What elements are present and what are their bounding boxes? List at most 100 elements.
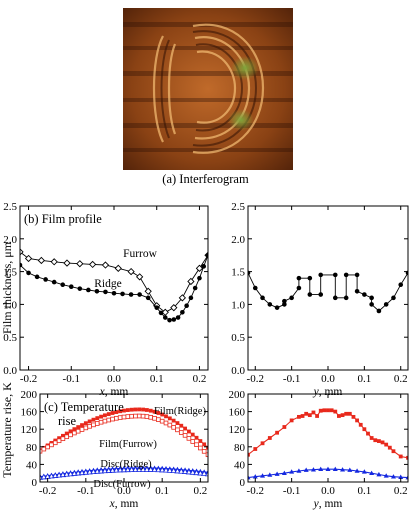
data-point	[20, 262, 23, 268]
data-point	[296, 275, 302, 281]
data-point	[366, 431, 370, 436]
data-point	[178, 430, 184, 435]
data-point	[332, 295, 338, 301]
x-axis-variable: x	[99, 386, 106, 398]
data-point	[296, 468, 302, 473]
data-point	[202, 442, 207, 447]
data-point	[318, 292, 324, 297]
data-point	[67, 470, 74, 477]
data-point	[156, 417, 161, 422]
y-tick-label: 0.0	[231, 365, 245, 377]
data-point	[110, 416, 115, 422]
data-point	[160, 412, 165, 417]
data-point	[198, 445, 203, 451]
data-point	[74, 469, 82, 476]
data-point	[132, 466, 139, 472]
y-tick-label: 2.5	[3, 201, 17, 213]
data-point	[260, 441, 265, 446]
data-point	[72, 430, 77, 436]
data-point	[369, 436, 374, 440]
data-point	[187, 429, 191, 434]
x-axis-variable: y	[313, 386, 320, 398]
data-point	[184, 303, 189, 309]
data-point	[63, 259, 71, 267]
data-point	[163, 420, 169, 426]
annotation-furrow: Furrow	[123, 248, 158, 260]
data-point	[194, 435, 199, 440]
data-point	[94, 468, 101, 474]
x-tick-label: -0.1	[283, 485, 300, 497]
data-point	[127, 267, 135, 276]
data-point	[307, 413, 312, 418]
y-tick-label: 200	[229, 389, 246, 401]
data-point	[391, 449, 396, 454]
y-tick-label: 40	[234, 459, 246, 471]
data-point	[109, 467, 116, 473]
data-point	[289, 418, 294, 423]
panel-label-line1: (c) Temperature	[44, 400, 124, 414]
data-point	[113, 466, 120, 473]
data-point	[281, 470, 287, 475]
data-point	[296, 285, 302, 291]
data-point	[188, 295, 194, 301]
y-axis-label: Film thickness, μm	[0, 241, 14, 334]
x-axis-label: y, mm	[313, 386, 343, 398]
x-tick-label: 0.2	[394, 485, 408, 497]
data-point	[129, 407, 134, 412]
x-axis-unit: , mm	[319, 386, 343, 398]
data-point	[122, 408, 126, 413]
data-point	[289, 469, 295, 474]
data-point	[118, 409, 123, 414]
data-point	[76, 425, 81, 429]
series-line	[248, 409, 408, 459]
film-profile-x-panel: -0.2 -0.1 0.0 0.1 0.2 0.0 0.5 1.0 1.5 2.0 2.5 x, mm…	[0, 201, 209, 398]
x-tick-label: -0.2	[247, 485, 264, 497]
annotation-ridge: Ridge	[94, 278, 121, 290]
data-point	[68, 429, 73, 434]
data-point	[26, 270, 31, 276]
data-point	[51, 279, 57, 285]
y-tick-label: 40	[26, 459, 38, 471]
data-point	[307, 292, 313, 297]
data-point	[405, 475, 408, 480]
data-point	[114, 410, 119, 414]
series-group	[20, 248, 208, 323]
y-tick-label: 160	[21, 407, 38, 419]
data-point	[205, 252, 208, 258]
data-point	[158, 466, 166, 473]
data-point	[24, 254, 33, 263]
data-point	[125, 408, 130, 412]
data-point	[248, 452, 250, 457]
data-point	[94, 288, 100, 294]
data-point	[49, 442, 54, 448]
data-point	[97, 467, 105, 474]
data-point	[102, 418, 108, 424]
series-group	[248, 408, 408, 480]
data-point	[332, 466, 338, 472]
data-point	[133, 413, 138, 419]
data-point	[154, 305, 160, 310]
data-point	[80, 423, 84, 427]
data-point	[369, 302, 374, 307]
data-point	[20, 248, 24, 256]
data-point	[195, 264, 204, 272]
data-point	[91, 417, 96, 422]
data-point	[155, 466, 162, 473]
data-point	[340, 467, 346, 472]
data-point	[355, 418, 359, 423]
data-point	[332, 272, 338, 278]
data-point	[87, 424, 92, 429]
data-point	[175, 421, 180, 425]
data-point	[354, 288, 360, 294]
data-point	[137, 407, 142, 412]
data-point	[101, 261, 110, 269]
data-point	[369, 470, 375, 475]
data-point	[167, 416, 172, 421]
data-point	[114, 264, 122, 272]
data-point	[343, 295, 349, 301]
data-point	[83, 421, 88, 426]
data-point	[117, 415, 123, 420]
data-point	[133, 407, 138, 412]
interferogram-image	[123, 8, 293, 170]
